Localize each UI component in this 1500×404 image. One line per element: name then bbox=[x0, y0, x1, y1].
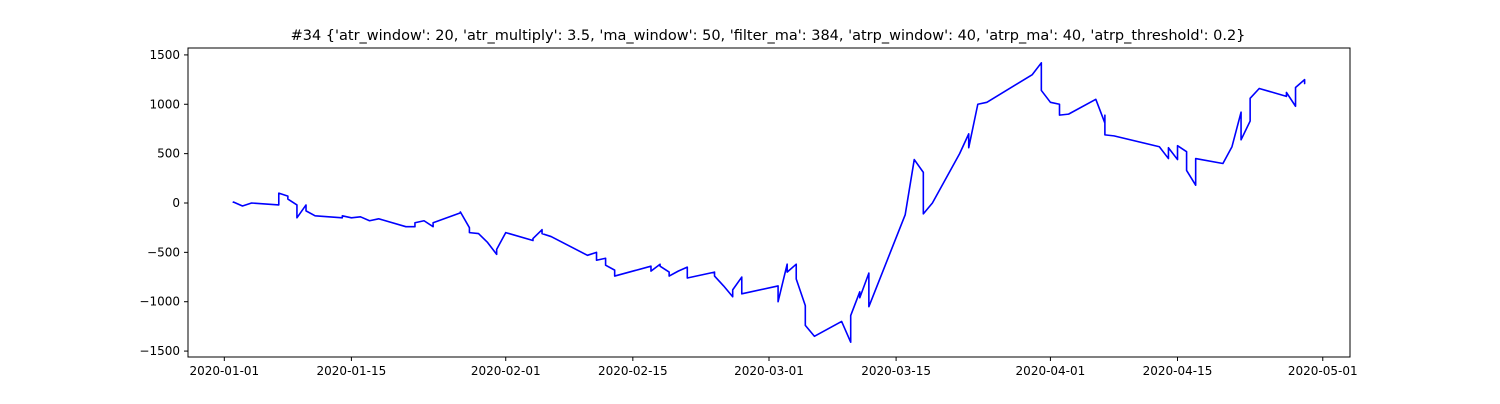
x-tick-label: 2020-01-01 bbox=[189, 364, 259, 378]
x-tick-label: 2020-02-01 bbox=[471, 364, 541, 378]
y-tick-label: 1000 bbox=[149, 97, 180, 111]
x-tick-label: 2020-03-01 bbox=[734, 364, 804, 378]
x-tick-label: 2020-05-01 bbox=[1288, 364, 1358, 378]
x-tick-label: 2020-04-01 bbox=[1016, 364, 1086, 378]
y-tick-label: −1500 bbox=[139, 344, 180, 358]
plot-frame bbox=[187, 47, 1351, 358]
y-tick-label: −500 bbox=[147, 245, 180, 259]
x-tick-label: 2020-01-15 bbox=[317, 364, 387, 378]
x-tick-label: 2020-03-15 bbox=[861, 364, 931, 378]
series-line-0 bbox=[232, 62, 1306, 343]
y-tick-label: −1000 bbox=[139, 295, 180, 309]
x-tick-label: 2020-04-15 bbox=[1143, 364, 1213, 378]
y-tick-label: 500 bbox=[157, 147, 180, 161]
y-tick-label: 1500 bbox=[149, 48, 180, 62]
x-tick-label: 2020-02-15 bbox=[598, 364, 668, 378]
y-tick-label: 0 bbox=[172, 196, 180, 210]
chart-title: #34 {'atr_window': 20, 'atr_multiply': 3… bbox=[291, 28, 1246, 44]
